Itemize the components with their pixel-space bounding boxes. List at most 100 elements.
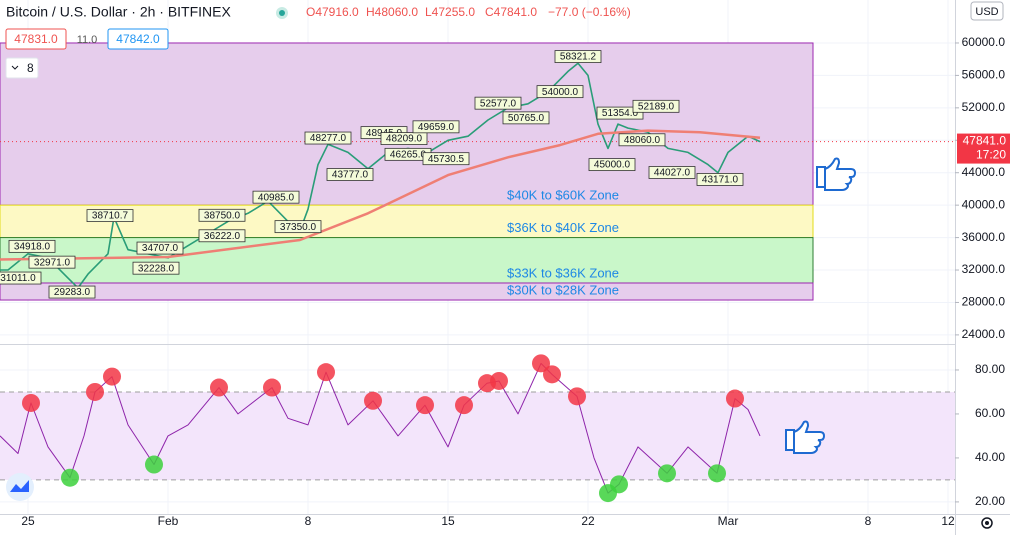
- price-tag: [412, 120, 460, 134]
- price-tag-label: 48060.0: [624, 135, 661, 146]
- logo[interactable]: [6, 473, 34, 501]
- price-tag: [304, 131, 352, 145]
- hand-icon: [816, 157, 857, 191]
- y-tick-label: 52000.0: [962, 100, 1006, 114]
- price-tag-label: 54000.0: [542, 87, 579, 98]
- price-tag: [502, 111, 550, 125]
- countdown: 17:20: [976, 148, 1006, 162]
- buy-price[interactable]: 47842.0: [116, 32, 160, 46]
- y-tick-label: 36000.0: [962, 230, 1006, 244]
- price-tag: [136, 241, 184, 255]
- price-tag: [48, 285, 96, 299]
- ohlc-open: O47916.0: [306, 5, 359, 19]
- price-tag: [536, 85, 584, 99]
- signal-dot: [364, 391, 382, 410]
- x-tick-label: 25: [21, 514, 35, 528]
- price-tag: [274, 220, 322, 234]
- y-tick-label: 60000.0: [962, 35, 1006, 49]
- price-tag-label: 49659.0: [418, 122, 455, 133]
- x-tick-label: 22: [581, 514, 595, 528]
- price-tag-label: 44027.0: [654, 168, 691, 179]
- signal-dot: [532, 354, 550, 373]
- price-tag: [86, 209, 134, 223]
- y-tick-label: 44000.0: [962, 165, 1006, 179]
- price-tag: [696, 173, 744, 186]
- price-tag-label: 45000.0: [594, 160, 631, 171]
- indicator-count[interactable]: 8: [27, 61, 34, 75]
- settings-icon[interactable]: [981, 517, 993, 529]
- price-tag-label: 52189.0: [638, 101, 675, 112]
- price-tag: [632, 99, 680, 113]
- price-tag-label: 38710.7: [92, 211, 129, 222]
- hand-icon: [785, 420, 826, 454]
- sell-button[interactable]: [5, 28, 67, 50]
- price-tag-label: 45730.5: [428, 154, 465, 165]
- price-tag-label: 46265.0: [390, 149, 427, 160]
- y-tick-label: 32000.0: [962, 262, 1006, 276]
- y-tick-label: 28000.0: [962, 295, 1006, 309]
- price-tag-label: 40985.0: [258, 192, 295, 203]
- price-tag: [198, 229, 246, 243]
- indicator-toggle[interactable]: [5, 57, 39, 79]
- signal-dot: [543, 365, 561, 384]
- zone-label: $33K to $36K Zone: [507, 265, 619, 280]
- x-tick-label: Mar: [718, 514, 739, 528]
- price-tag: [326, 168, 374, 181]
- price-tag-label: 31011.0: [0, 273, 36, 284]
- currency-box[interactable]: [970, 1, 1004, 21]
- price-tag: [28, 255, 76, 269]
- ohlc-low: L47255.0: [425, 5, 475, 19]
- signal-dot: [610, 475, 628, 494]
- y-tick-label: 24000.0: [962, 327, 1006, 341]
- price-tag-label: 34918.0: [14, 242, 51, 253]
- x-tick-label: 8: [865, 514, 872, 528]
- buy-button[interactable]: [107, 28, 169, 50]
- zone-label: $36K to $40K Zone: [507, 220, 619, 235]
- symbol[interactable]: Bitcoin / U.S. Dollar · 2h · BITFINEX: [6, 4, 231, 20]
- signal-dot: [22, 393, 40, 412]
- ohlc-high: H48060.0: [366, 5, 418, 19]
- price-tag: [474, 96, 522, 110]
- signal-dot: [416, 396, 434, 415]
- series-line: [0, 129, 761, 261]
- price-tag: [252, 190, 300, 204]
- price-tag-label: 32971.0: [34, 257, 71, 268]
- zone: [0, 282, 814, 301]
- y-tick-label: 80.00: [975, 362, 1005, 376]
- zone: [0, 42, 814, 206]
- price-tag-label: 36222.0: [204, 231, 241, 242]
- plot: $40K to $60K Zone $36K to $40K Zone $33K t…: [0, 0, 955, 514]
- signal-dot: [103, 367, 121, 386]
- last-price-box: [957, 133, 1010, 164]
- chevron: [11, 65, 19, 70]
- y-tick-label: 40000.0: [962, 197, 1006, 211]
- x-tick-label: 12: [941, 514, 955, 528]
- status-dot: [279, 10, 285, 16]
- price-tag: [198, 208, 246, 222]
- y-tick-label: 40.00: [975, 450, 1005, 464]
- sell-price[interactable]: 47831.0: [14, 32, 58, 46]
- x-tick-label: 8: [305, 514, 312, 528]
- currency[interactable]: USD: [975, 6, 998, 18]
- price-tag: [380, 132, 428, 145]
- series-line: [0, 62, 761, 289]
- y-tick-label: 56000.0: [962, 68, 1006, 82]
- price-tag-label: 29283.0: [54, 287, 91, 298]
- signal-dot: [490, 371, 508, 390]
- price-tag: [618, 133, 666, 147]
- price-tag-label: 52577.0: [480, 98, 517, 109]
- price-tag-label: 48209.0: [386, 134, 423, 145]
- x-tick-label: Feb: [158, 514, 179, 528]
- price-tag-label: 48277.0: [310, 133, 347, 144]
- price-tag: [588, 158, 636, 172]
- signal-dot: [145, 455, 163, 474]
- price-tag: [422, 152, 470, 166]
- price-tag: [8, 239, 56, 253]
- zone-label: $40K to $60K Zone: [507, 188, 619, 203]
- signal-dot: [568, 387, 586, 406]
- price-tag-label: 38750.0: [204, 210, 241, 221]
- signal-dot: [61, 468, 79, 487]
- ohlc-close: C47841.0: [485, 5, 537, 19]
- x-tick-label: 15: [441, 514, 455, 528]
